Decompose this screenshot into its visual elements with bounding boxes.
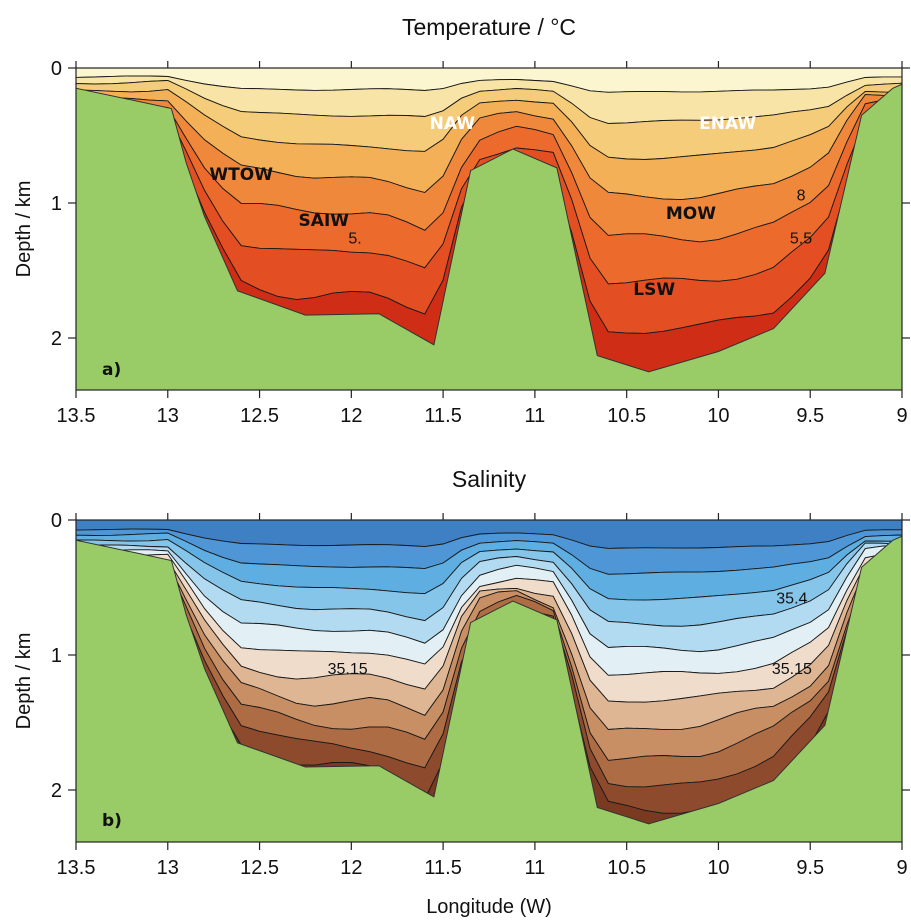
x-tick-label: 12 [340, 857, 362, 879]
y-axis: 0 1 2 [51, 58, 910, 350]
x-tick-label: 9 [896, 857, 907, 879]
water-mass-label: MOW [666, 204, 716, 224]
x-tick-label: 9 [896, 405, 907, 427]
x-tick-label: 9.5 [796, 857, 824, 879]
salinity-panel: Salinity 13.5 13 12.5 12 11.5 11 10.5 10 9.5 9 01… [13, 466, 910, 918]
water-mass-label: SAIW [299, 211, 350, 231]
panel-label: b) [102, 811, 122, 831]
contour-labels: 8 5.5 5. [348, 187, 812, 247]
y-axis-label: Depth / km [13, 181, 35, 278]
x-tick-label: 11 [525, 405, 546, 427]
x-tick-label: 13 [157, 405, 179, 427]
plot-frame [75, 519, 903, 843]
y-tick-label: 2 [51, 328, 62, 350]
temperature-panel: Temperature / °C 13.5 13 12.5 12 11.5 11 10.5 1… [13, 14, 910, 427]
contour-label: 8 [797, 187, 806, 204]
water-mass-labels: NAW ENAW WTOW SAIW MOW LSW [209, 114, 756, 300]
panel-label: a) [102, 360, 121, 380]
x-tick-label: 10.5 [607, 405, 646, 427]
bathymetry [76, 535, 902, 842]
contour-label: 5.5 [790, 231, 812, 248]
x-tick-label: 12.5 [240, 857, 279, 879]
x-tick-label: 13 [157, 857, 179, 879]
x-tick-label: 11.5 [424, 857, 461, 879]
seafloor [76, 83, 902, 390]
y-tick-label: 0 [51, 510, 62, 532]
contour-label: 5. [348, 231, 361, 248]
x-tick-label: 11.5 [424, 405, 461, 427]
bathymetry [76, 83, 902, 390]
chart-title: Salinity [452, 466, 527, 492]
y-axis-label: Depth / km [13, 633, 35, 730]
chart-title: Temperature / °C [402, 14, 576, 40]
x-tick-label: 13.5 [57, 405, 96, 427]
x-tick-label: 13.5 [57, 857, 96, 879]
x-tick-label: 10.5 [607, 857, 646, 879]
x-tick-label: 10 [707, 405, 729, 427]
x-tick-label: 12.5 [240, 405, 279, 427]
y-tick-label: 1 [51, 645, 62, 667]
y-tick-label: 1 [51, 193, 62, 215]
contour-label: 35.15 [772, 661, 812, 678]
x-tick-label: 9.5 [796, 405, 824, 427]
x-tick-label: 11 [525, 857, 546, 879]
x-tick-label: 10 [707, 857, 729, 879]
x-axis-label: Longitude (W) [426, 896, 552, 918]
contour-label: 35.4 [776, 591, 807, 608]
contour-label: 35.15 [328, 661, 368, 678]
x-axis: 13.5 13 12.5 12 11.5 11 10.5 10 9.5 9 [57, 61, 908, 427]
y-axis: 0 1 2 [51, 510, 910, 802]
water-mass-label: LSW [633, 280, 675, 300]
water-mass-label: NAW [430, 114, 476, 134]
x-axis: 13.5 13 12.5 12 11.5 11 10.5 10 9.5 9 [57, 513, 908, 879]
y-tick-label: 2 [51, 780, 62, 802]
seafloor [76, 535, 902, 842]
water-mass-label: ENAW [699, 114, 756, 134]
contour-labels: 35.4 35.15 35.15 [328, 591, 812, 678]
x-tick-label: 12 [340, 405, 362, 427]
y-tick-label: 0 [51, 58, 62, 80]
water-mass-label: WTOW [209, 165, 273, 185]
plot-frame [75, 67, 903, 391]
